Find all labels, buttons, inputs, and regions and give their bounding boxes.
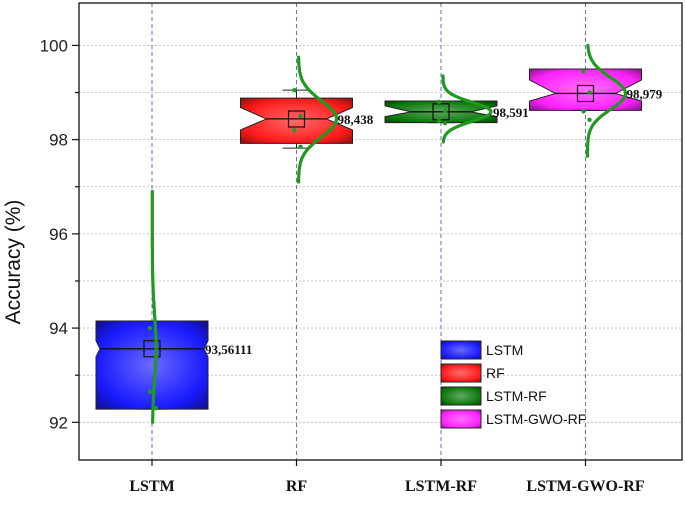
y-tick-label: 98 (49, 131, 68, 150)
distribution-curve (441, 74, 493, 144)
box-group-lstm-rf: 98,591 (384, 74, 529, 144)
distribution-curve (150, 189, 158, 424)
y-tick-label: 92 (49, 413, 68, 432)
y-axis-title: Accuracy (%) (2, 200, 25, 325)
box-group-lstm-gwo-rf: 98,979 (529, 43, 663, 158)
box-layer: 93,56111 98,438 98,591 98,979 (95, 43, 663, 424)
mean-value-label: 98,591 (493, 105, 529, 120)
data-point (153, 405, 159, 411)
box-lstm (95, 320, 209, 410)
legend-swatch-lstm (440, 340, 482, 360)
legend: LSTM RF LSTM-RF LSTM-GWO-RF (440, 340, 586, 429)
data-point (292, 87, 297, 93)
x-tick-label: LSTM (129, 478, 174, 495)
mean-marker (576, 84, 595, 103)
data-point (153, 354, 159, 359)
legend-label-rf: RF (486, 365, 505, 381)
distribution-curve (585, 43, 628, 158)
x-tick-label: LSTM-GWO-RF (526, 478, 644, 495)
data-point (442, 120, 448, 126)
data-point (581, 109, 586, 114)
data-point (442, 109, 448, 114)
y-tick-label: 100 (40, 36, 68, 55)
legend-swatch-lstm-gwo-rf (440, 409, 482, 429)
mean-marker (143, 340, 161, 358)
legend-swatch-lstm-rf (440, 386, 482, 406)
y-tick-label: 96 (49, 225, 68, 244)
data-point (298, 144, 303, 149)
y-tick-label: 94 (49, 319, 68, 338)
mean-marker (287, 110, 306, 128)
mean-value-label: 98,979 (627, 87, 663, 102)
data-point (587, 117, 592, 123)
data-point (147, 389, 153, 394)
plot-frame (78, 2, 683, 461)
data-point (581, 69, 586, 74)
x-tick-label: LSTM-RF (405, 478, 477, 495)
axis-layer: 92 94 96 98 100 LSTM RF LSTM-RF LSTM-GWO-RF (40, 2, 683, 495)
distribution-curve (297, 55, 339, 184)
data-point (587, 90, 592, 95)
legend-label-lstm-rf: LSTM-RF (486, 388, 547, 404)
legend-label-lstm: LSTM (486, 342, 523, 358)
x-tick-label: RF (286, 478, 308, 495)
legend-label-lstm-gwo-rf: LSTM-GWO-RF (486, 411, 586, 427)
box-group-rf: 98,438 (240, 55, 374, 184)
data-point (292, 128, 297, 133)
data-point (298, 113, 303, 119)
box-group-lstm: 93,56111 (95, 189, 252, 424)
mean-value-label: 98,438 (338, 112, 374, 127)
data-point (436, 118, 442, 123)
mean-value-label: 93,56111 (205, 342, 252, 357)
legend-swatch-rf (440, 363, 482, 383)
box-rf (240, 97, 353, 144)
data-point (147, 325, 153, 331)
data-point (436, 99, 442, 105)
mean-marker (432, 103, 450, 121)
